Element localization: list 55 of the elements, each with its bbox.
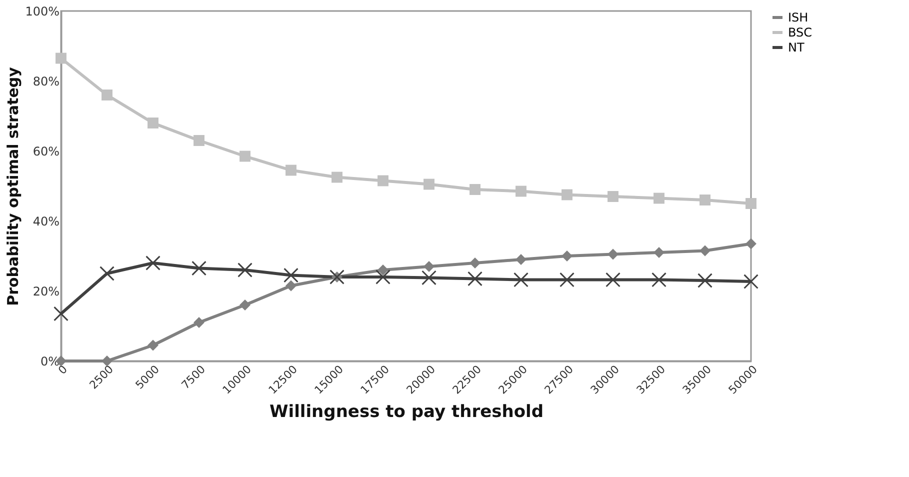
y-tick-label: 40% [32, 214, 60, 228]
y-tick-label: 20% [32, 284, 60, 298]
point [652, 272, 666, 288]
y-tick-label: 80% [32, 74, 60, 88]
point [284, 268, 298, 283]
legend-label: ISH [788, 10, 808, 24]
point [146, 256, 160, 270]
point [608, 191, 618, 202]
point [698, 273, 712, 288]
point [378, 175, 388, 186]
point [424, 261, 434, 272]
point [468, 271, 482, 286]
point [56, 52, 66, 64]
point [470, 258, 480, 268]
point [654, 192, 664, 204]
point [378, 264, 388, 276]
point [238, 262, 252, 278]
point [700, 194, 710, 206]
point [240, 150, 250, 162]
legend-label: NT [788, 40, 805, 54]
point [148, 340, 158, 351]
point [744, 274, 758, 290]
point [194, 317, 204, 328]
point [424, 178, 434, 190]
point [332, 172, 342, 183]
point [562, 250, 572, 262]
legend-label: BSC [788, 26, 812, 40]
point [102, 90, 112, 100]
point [192, 260, 206, 276]
x-axis-title: Willingness to pay threshold [269, 402, 544, 422]
point [746, 198, 756, 209]
point [286, 280, 296, 292]
point [516, 254, 526, 265]
point [514, 272, 528, 288]
point [100, 266, 114, 281]
point [240, 300, 250, 310]
point [286, 164, 296, 176]
point [700, 245, 710, 256]
point [608, 248, 618, 260]
point [654, 247, 664, 258]
point [560, 272, 574, 288]
point [194, 135, 204, 146]
point [746, 238, 756, 250]
y-axis-title: Probability optimal strategy [4, 66, 22, 306]
point [516, 186, 526, 197]
y-tick-label: 100% [25, 4, 60, 18]
point [54, 306, 68, 322]
y-tick-label: 60% [32, 144, 60, 158]
point [422, 270, 436, 286]
point [562, 189, 572, 200]
point [470, 184, 480, 195]
point [102, 356, 112, 366]
point [148, 118, 158, 128]
point [376, 270, 390, 284]
point [606, 272, 620, 288]
